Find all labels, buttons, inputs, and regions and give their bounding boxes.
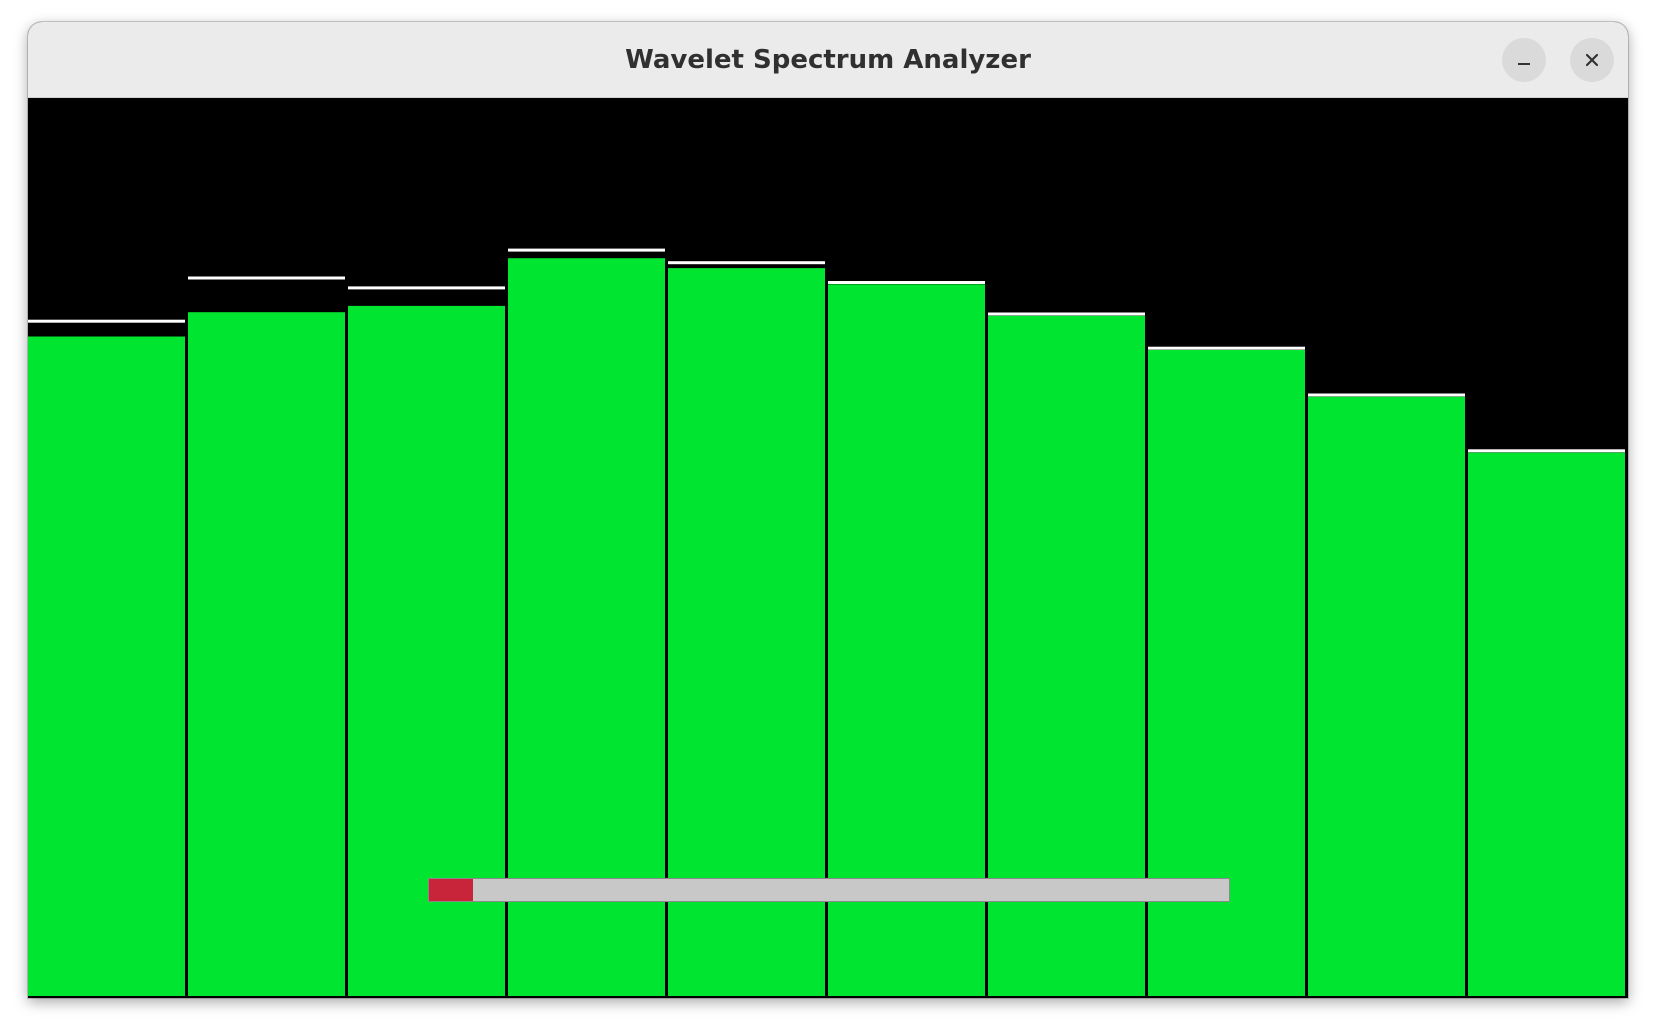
window-title: Wavelet Spectrum Analyzer (625, 45, 1031, 75)
spectrum-bar (188, 312, 345, 996)
peak-marker (28, 319, 185, 323)
spectrum-bar (1308, 396, 1465, 996)
spectrum-bar (508, 258, 665, 996)
peak-marker (188, 276, 345, 280)
peak-marker (828, 281, 985, 284)
peak-marker (1308, 393, 1465, 397)
progress-bar (428, 878, 1230, 902)
app-window: Wavelet Spectrum Analyzer (28, 22, 1628, 998)
minimize-icon (1518, 63, 1530, 65)
peak-marker (348, 286, 505, 290)
peak-marker (508, 248, 665, 252)
peak-marker (668, 261, 825, 265)
spectrum-bar (828, 284, 985, 996)
peak-marker (1148, 346, 1305, 350)
peak-marker (1468, 449, 1625, 453)
close-button[interactable] (1570, 38, 1614, 82)
spectrum-bar (668, 268, 825, 997)
spectrum-bar (28, 336, 185, 996)
spectrum-bar (1468, 452, 1625, 997)
minimize-button[interactable] (1502, 38, 1546, 82)
spectrum-chart (28, 248, 1625, 997)
peak-marker (988, 312, 1145, 316)
spectrum-canvas (28, 98, 1628, 998)
close-icon (1585, 53, 1599, 67)
progress-bar-fill (429, 879, 473, 901)
title-bar[interactable]: Wavelet Spectrum Analyzer (28, 22, 1628, 98)
